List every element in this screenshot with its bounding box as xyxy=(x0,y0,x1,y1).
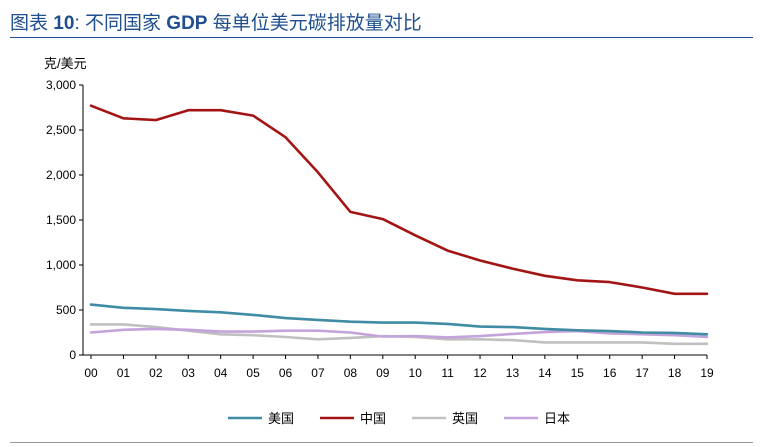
x-tick-label: 13 xyxy=(506,366,520,380)
figure-title-gdp: GDP xyxy=(166,13,208,34)
x-tick-label: 19 xyxy=(700,366,714,380)
bottom-rule xyxy=(10,442,753,443)
y-tick-label: 1,000 xyxy=(46,258,76,272)
figure-label: 图表 xyxy=(10,13,49,34)
legend-label: 日本 xyxy=(544,411,570,426)
x-tick-label: 03 xyxy=(182,366,196,380)
y-tick-label: 3,000 xyxy=(46,78,76,92)
figure-title-post: 每单位美元碳排放量对比 xyxy=(212,13,422,34)
figure-title-pre: 不同国家 xyxy=(85,13,162,34)
x-tick-label: 00 xyxy=(84,366,98,380)
figure-number: 10 xyxy=(53,13,75,34)
x-tick-label: 05 xyxy=(246,366,260,380)
legend-label: 中国 xyxy=(360,411,386,426)
figure-title: 图表 10: 不同国家 GDP 每单位美元碳排放量对比 xyxy=(10,8,422,35)
legend-label: 美国 xyxy=(268,411,294,426)
title-rule xyxy=(10,37,753,38)
x-tick-label: 17 xyxy=(635,366,649,380)
x-tick-label: 04 xyxy=(214,366,228,380)
legend-label: 英国 xyxy=(452,411,478,426)
x-tick-label: 11 xyxy=(441,366,454,380)
x-tick-label: 14 xyxy=(538,366,552,380)
series-line-1 xyxy=(89,104,709,296)
chart-legend: 美国 中国 英国 日本 xyxy=(228,411,570,426)
x-tick-label: 02 xyxy=(149,366,163,380)
x-tick-label: 12 xyxy=(473,366,487,380)
y-tick-label: 0 xyxy=(69,348,76,362)
x-tick-label: 01 xyxy=(117,366,131,380)
y-tick-label: 500 xyxy=(56,303,76,317)
y-tick-label: 2,500 xyxy=(46,123,76,137)
x-tick-label: 09 xyxy=(376,366,390,380)
x-tick-label: 08 xyxy=(344,366,358,380)
y-tick-label: 1,500 xyxy=(46,213,76,227)
y-tick-label: 2,000 xyxy=(46,168,76,182)
x-tick-label: 16 xyxy=(603,366,617,380)
x-tick-label: 15 xyxy=(571,366,585,380)
x-tick-label: 10 xyxy=(409,366,423,380)
y-axis-unit-label: 克/美元 xyxy=(44,56,87,71)
x-tick-label: 06 xyxy=(279,366,293,380)
x-tick-label: 18 xyxy=(668,366,682,380)
series-line-0 xyxy=(89,303,709,336)
series-line-3 xyxy=(89,327,709,339)
x-tick-label: 07 xyxy=(311,366,325,380)
chart-series xyxy=(89,104,709,346)
chart-axes: 0 500 1,000 1,500 2,000 2,500 3,000 00 01 02 03 04 0… xyxy=(46,78,714,380)
figure-separator: : xyxy=(74,13,80,34)
